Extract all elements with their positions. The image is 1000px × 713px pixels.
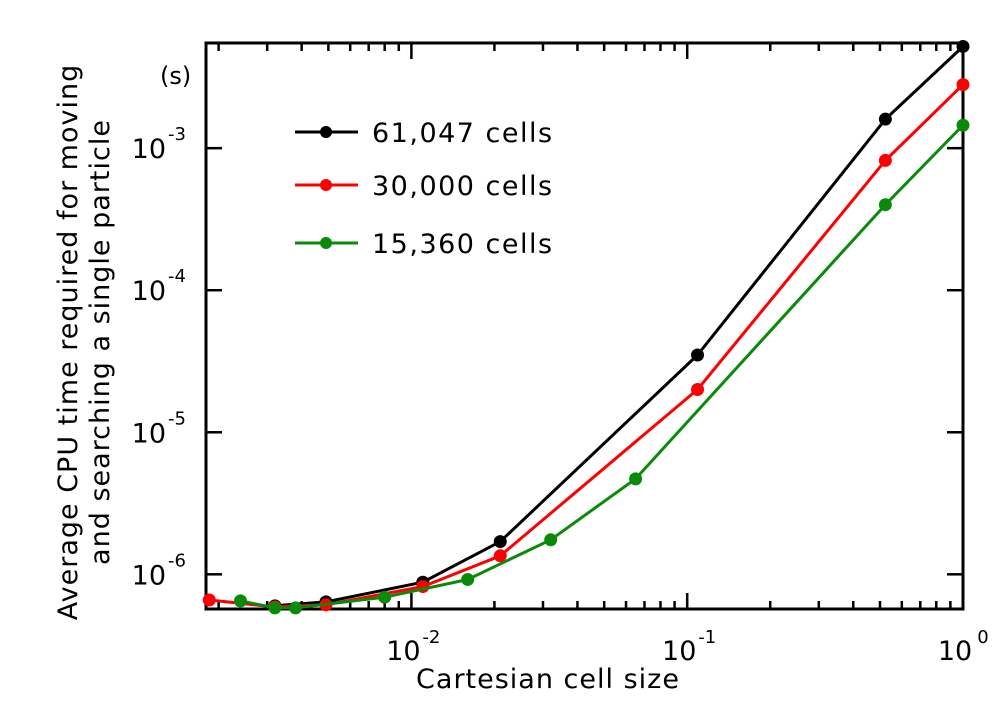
legend-label-3: 15,360 cells [372,229,554,260]
data-point [878,153,892,167]
series-layer [202,39,970,615]
legend-marker-1 [320,126,332,138]
x-tick-labels: 10 -2 10 -1 10 0 [386,627,989,667]
data-point [544,533,558,547]
y-tick-label: 10 [132,418,166,449]
axis-ticks [206,43,965,609]
unit-annotation: (s) [160,62,191,90]
y-tick-label: 10 [132,276,166,307]
legend-label-2: 30,000 cells [372,171,554,202]
data-point [956,118,970,132]
legend-item-1: 61,047 cells [295,118,554,149]
data-point [956,39,970,53]
y-tick-exponent: -5 [168,408,186,429]
data-point [691,383,705,397]
x-tick-exponent: -2 [422,627,440,648]
y-tick-exponent: -3 [168,124,186,145]
legend-item-3: 15,360 cells [295,229,554,260]
data-point [878,198,892,212]
data-point [691,348,705,362]
x-tick-exponent: -1 [698,627,716,648]
x-tick-label: 10 [662,636,696,667]
plot-frame [204,41,965,611]
data-point [268,601,282,615]
data-point [233,594,247,608]
data-point [493,535,507,549]
legend-label-1: 61,047 cells [372,118,554,149]
legend: 61,047 cells 30,000 cells 15,360 cells [295,118,554,260]
data-point [289,601,303,615]
x-tick-label: 10 [386,636,420,667]
data-point [956,78,970,92]
y-axis-title-line-2: and searching a single particle [85,119,116,565]
x-tick-exponent: 0 [977,627,988,648]
data-point [493,549,507,563]
y-tick-exponent: -6 [168,550,186,571]
y-axis-title-2: and searching a single particle [85,119,116,565]
data-point [461,572,475,586]
y-tick-labels: 10-610-510-410-3 [132,124,186,591]
y-axis-title-line-1: Average CPU time required for moving [53,64,84,621]
data-point [878,112,892,126]
y-axis-title: Average CPU time required for moving [53,64,84,621]
legend-item-2: 30,000 cells [295,171,554,202]
legend-marker-2 [320,179,332,191]
data-point [202,593,216,607]
legend-marker-3 [320,237,332,249]
y-tick-label: 10 [132,134,166,165]
x-tick-label: 10 [938,636,972,667]
y-tick-label: 10 [132,560,166,591]
data-point [378,590,392,604]
data-point [629,472,643,486]
y-tick-exponent: -4 [168,266,186,287]
x-axis-title: Cartesian cell size [416,664,680,695]
